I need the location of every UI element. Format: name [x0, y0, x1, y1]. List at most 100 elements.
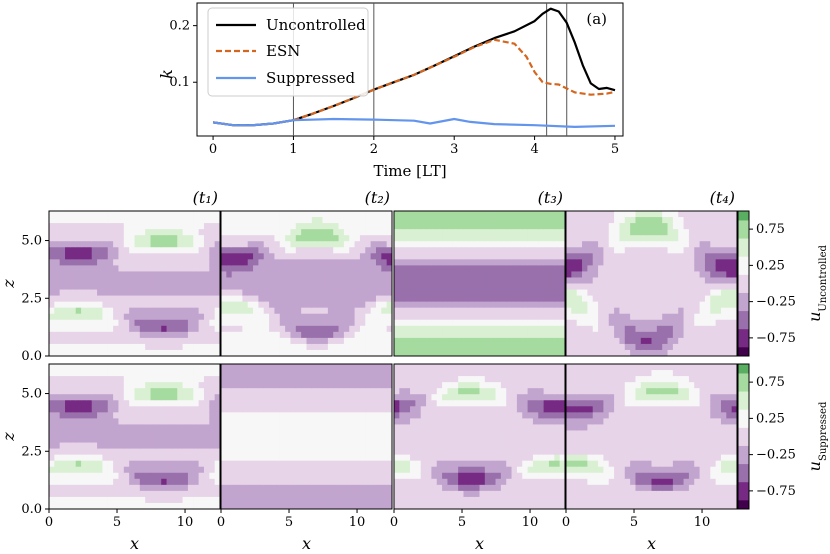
contour-cell — [327, 301, 334, 309]
contour-cell — [102, 460, 109, 468]
contour-cell — [532, 223, 539, 230]
contour-cell — [582, 235, 588, 242]
contour-cell — [338, 466, 345, 474]
contour-cell — [415, 496, 422, 504]
contour-cell — [511, 235, 518, 242]
contour-cell — [436, 364, 443, 371]
contour-cell — [166, 289, 173, 297]
contour-cell — [317, 382, 324, 389]
contour-cell — [333, 265, 340, 273]
contour-cell — [683, 307, 690, 315]
contour-cell — [171, 370, 178, 377]
contour-cell — [538, 259, 545, 266]
contour-cell — [54, 430, 61, 438]
contour-cell — [107, 325, 114, 333]
contour-cell — [431, 382, 438, 389]
contour-cell — [458, 307, 465, 315]
contour-cell — [193, 247, 200, 254]
contour-cell — [150, 253, 157, 260]
contour-cell — [630, 349, 637, 356]
contour-cell — [253, 271, 259, 279]
contour-cell — [306, 247, 313, 254]
contour-cell — [139, 337, 146, 345]
contour-cell — [349, 313, 356, 321]
contour-cell — [447, 454, 454, 462]
contour-cell — [123, 460, 130, 468]
contour-cell — [295, 337, 302, 345]
contour-cell — [97, 382, 104, 389]
contour-cell — [129, 370, 136, 377]
contour-cell — [263, 412, 270, 419]
contour-cell — [134, 484, 141, 492]
contour-cell — [49, 442, 55, 450]
contour-cell — [442, 382, 449, 389]
contour-cell — [134, 466, 141, 474]
contour-cell — [317, 484, 324, 492]
contour-cell — [193, 502, 200, 509]
contour-cell — [311, 496, 318, 504]
contour-cell — [651, 289, 658, 297]
contour-cell — [97, 325, 104, 333]
contour-cell — [274, 454, 281, 462]
contour-cell — [635, 325, 642, 333]
contour-cell — [177, 370, 184, 377]
contour-cell — [370, 412, 377, 419]
contour-cell — [86, 466, 93, 474]
contour-cell — [672, 313, 679, 321]
contour-cell — [177, 229, 184, 236]
contour-cell — [274, 235, 281, 242]
contour-cell — [59, 502, 66, 509]
contour-cell — [75, 502, 82, 509]
contour-cell — [231, 466, 238, 474]
contour-cell — [375, 241, 382, 248]
contour-cell — [247, 400, 254, 407]
contour-cell — [177, 301, 184, 309]
contour-cell — [214, 277, 220, 285]
contour-cell — [97, 364, 104, 371]
contour-cell — [49, 337, 55, 345]
contour-cell — [193, 223, 200, 230]
contour-cell — [70, 289, 77, 297]
contour-cell — [187, 406, 194, 413]
contour-cell — [394, 313, 400, 321]
contour-cell — [242, 295, 249, 303]
contour-cell — [54, 400, 61, 407]
contour-cell — [394, 271, 400, 279]
contour-cell — [495, 331, 502, 339]
contour-cell — [193, 394, 200, 401]
contour-cell — [214, 271, 220, 279]
contour-cell — [139, 412, 146, 419]
contour-cell — [54, 271, 61, 279]
contour-cell — [237, 460, 243, 468]
contour-cell — [177, 289, 184, 297]
contour-cell — [107, 223, 114, 230]
contour-cell — [720, 223, 727, 230]
contour-cell — [231, 502, 238, 509]
contour-cell — [394, 478, 400, 486]
contour-cell — [274, 448, 281, 456]
contour-cell — [113, 253, 120, 260]
contour-cell — [404, 388, 411, 395]
contour-cell — [333, 337, 340, 345]
contour-cell — [431, 484, 438, 492]
contour-cell — [306, 406, 313, 413]
contour-cell — [566, 283, 572, 291]
contour-cell — [182, 484, 189, 492]
contour-cell — [187, 442, 194, 450]
contour-cell — [436, 412, 443, 419]
contour-cell — [279, 211, 286, 218]
contour-cell — [237, 265, 243, 273]
contour-cell — [317, 490, 324, 498]
contour-cell — [263, 364, 270, 371]
contour-cell — [726, 223, 733, 230]
contour-cell — [688, 319, 695, 327]
contour-cell — [587, 271, 594, 279]
contour-cell — [49, 424, 55, 432]
contour-cell — [404, 325, 411, 333]
contour-cell — [91, 325, 98, 333]
contour-cell — [322, 301, 329, 309]
contour-cell — [592, 313, 599, 321]
contour-cell — [161, 343, 168, 351]
contour-cell — [688, 265, 695, 273]
contour-cell — [394, 235, 400, 242]
